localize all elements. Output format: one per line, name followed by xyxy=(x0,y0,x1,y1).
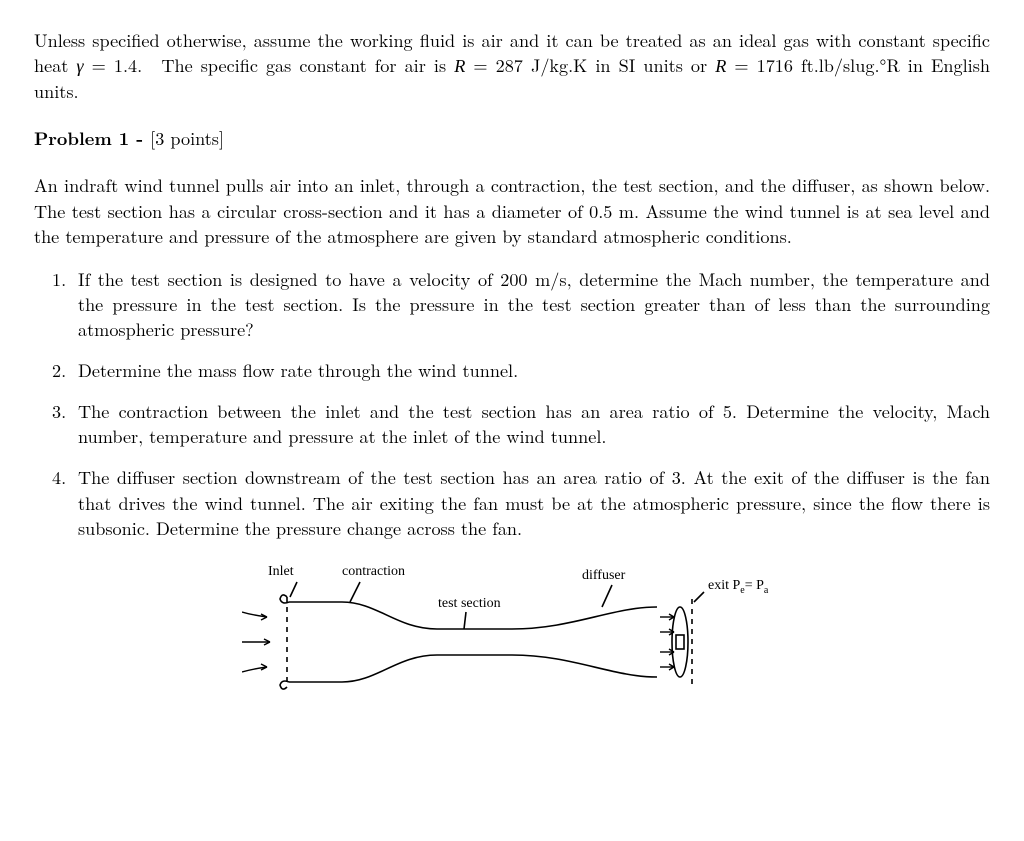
question-2: Determine the mass flow rate through the… xyxy=(78,358,990,383)
problem-header: Problem 1 - [3 points] xyxy=(34,126,990,151)
label-test-section: test section xyxy=(438,596,501,611)
label-contraction: contraction xyxy=(342,564,405,579)
problem-label: Problem 1 xyxy=(34,125,129,151)
svg-text:exit Pe= Pa: exit Pe= Pa xyxy=(708,578,769,596)
question-4: The diffuser section downstream of the t… xyxy=(78,465,990,540)
problem-points: [3 points] xyxy=(150,125,224,151)
intro-paragraph: Unless specified otherwise, assume the w… xyxy=(34,28,990,104)
label-inlet: Inlet xyxy=(268,564,294,579)
label-exit: exit Pe= Pa xyxy=(708,578,769,596)
question-3: The contraction between the inlet and th… xyxy=(78,399,990,449)
wind-tunnel-figure: Inlet contraction test section diffuser … xyxy=(242,557,782,707)
question-list: If the test section is designed to have … xyxy=(34,267,990,541)
label-diffuser: diffuser xyxy=(582,568,626,583)
problem-statement: An indraft wind tunnel pulls air into an… xyxy=(34,173,990,248)
question-1: If the test section is designed to have … xyxy=(78,267,990,342)
